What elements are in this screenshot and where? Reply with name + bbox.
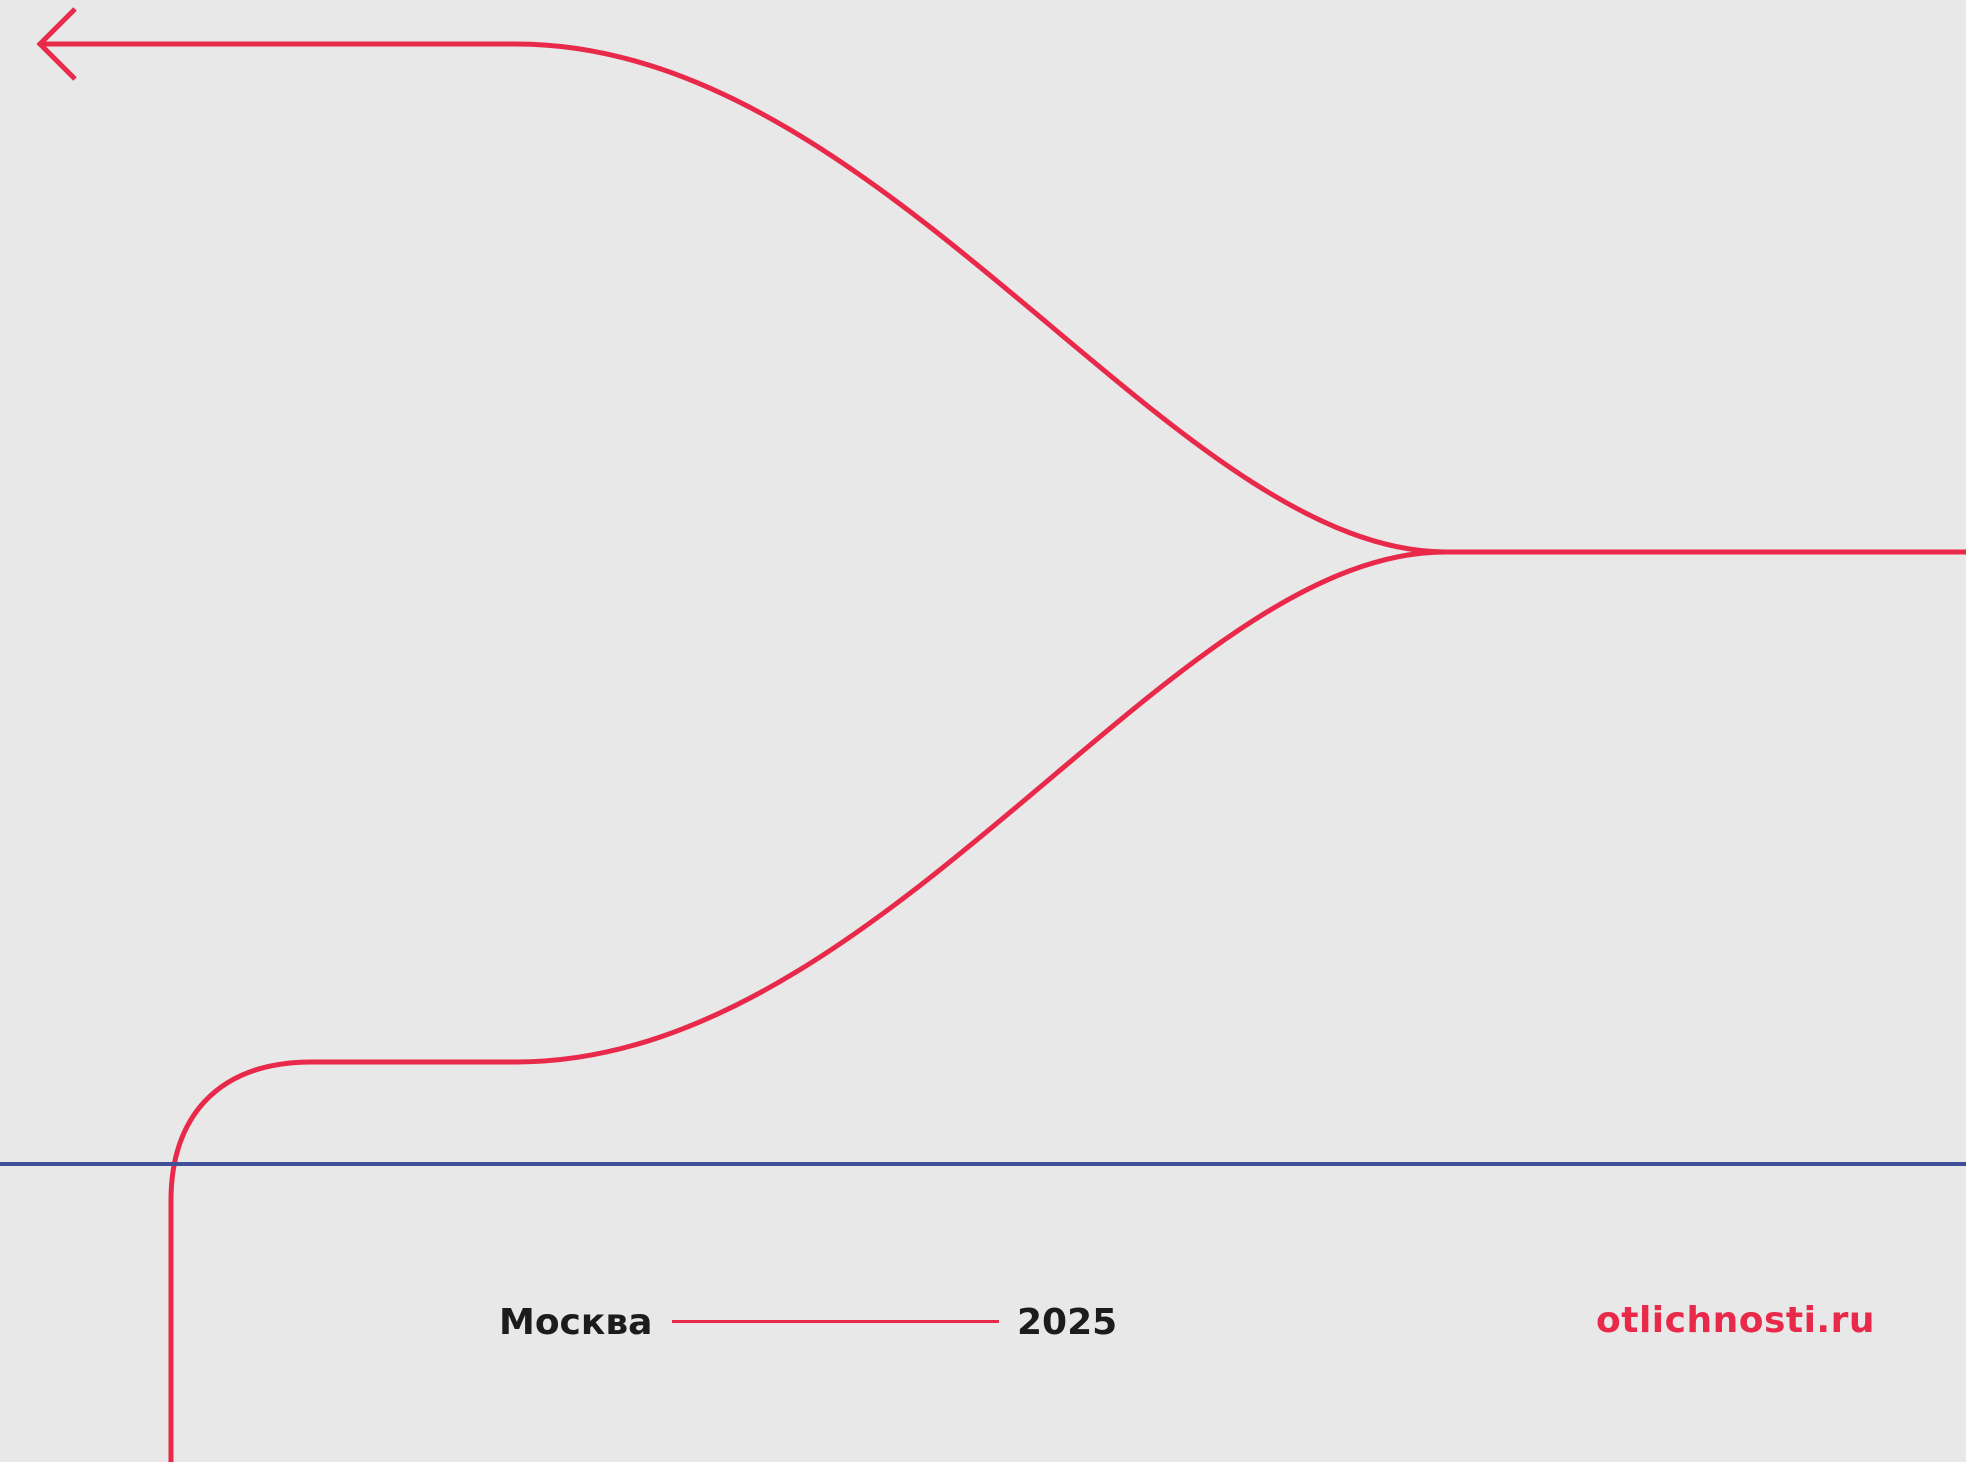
city-label: Москва [499,1302,653,1343]
year-label: 2025 [1017,1302,1118,1343]
lower-route-line [168,549,1448,1462]
website-link[interactable]: otlichnosti.ru [1596,1300,1875,1341]
footer-dash-line [672,1320,999,1323]
arrow-left-icon [36,7,77,81]
upper-route-line [37,41,1448,555]
